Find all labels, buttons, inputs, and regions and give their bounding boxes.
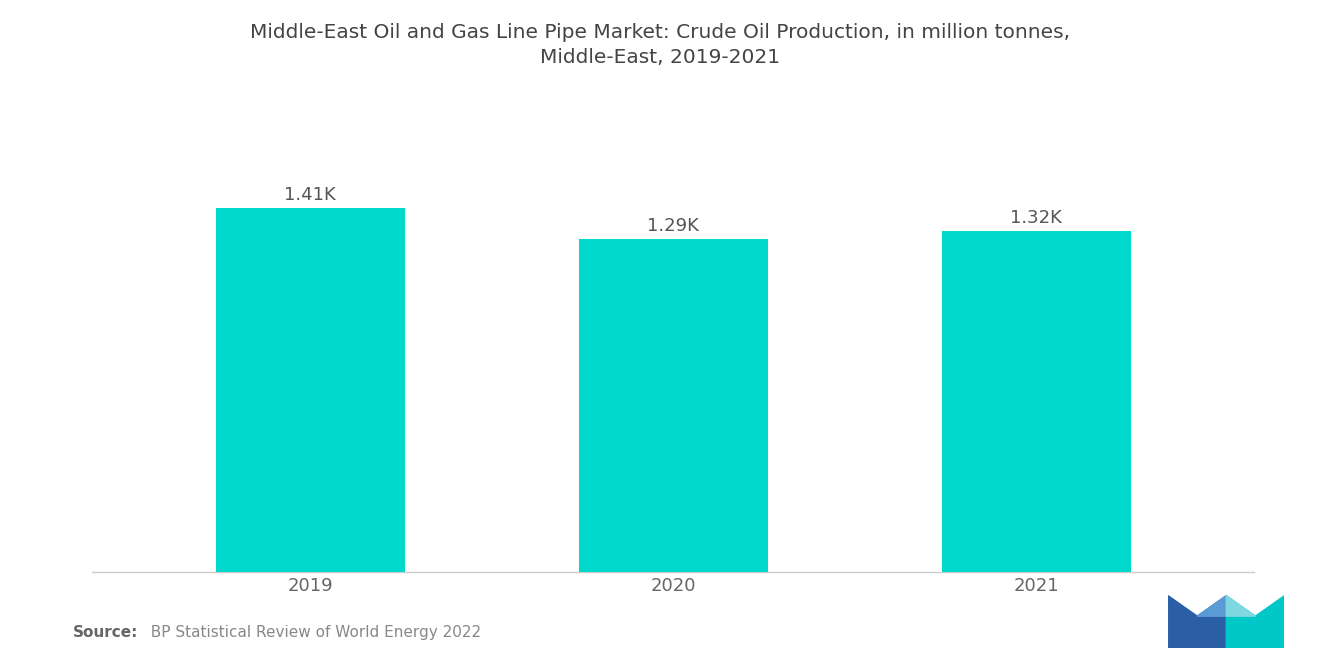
Polygon shape	[1226, 596, 1255, 616]
Polygon shape	[1197, 596, 1226, 616]
Polygon shape	[1226, 596, 1284, 648]
Bar	[216, 208, 405, 572]
Text: Source:: Source:	[73, 624, 139, 640]
Text: 1.41K: 1.41K	[284, 186, 337, 204]
Polygon shape	[1168, 596, 1226, 648]
Text: Middle-East Oil and Gas Line Pipe Market: Crude Oil Production, in million tonne: Middle-East Oil and Gas Line Pipe Market…	[249, 23, 1071, 67]
Text: 1.32K: 1.32K	[1010, 209, 1063, 227]
Text: 1.29K: 1.29K	[647, 217, 700, 235]
Bar	[578, 239, 767, 572]
Text: BP Statistical Review of World Energy 2022: BP Statistical Review of World Energy 20…	[141, 624, 482, 640]
Bar	[941, 231, 1130, 572]
